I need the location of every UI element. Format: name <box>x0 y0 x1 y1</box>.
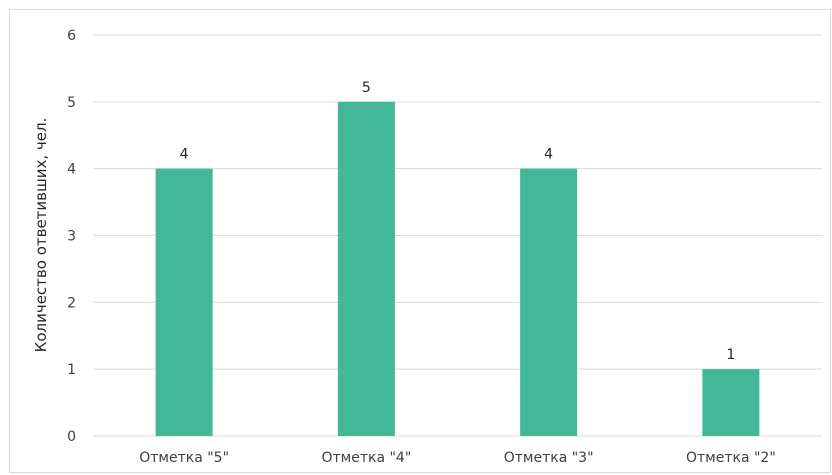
data-label: 4 <box>180 147 189 163</box>
data-label: 5 <box>362 80 371 96</box>
bars <box>155 101 760 436</box>
gridlines <box>93 34 822 437</box>
y-tick-label: 1 <box>67 362 76 378</box>
y-axis-ticks: 0 1 2 3 4 5 6 <box>67 28 76 445</box>
x-tick-label: Отметка "3" <box>504 450 594 466</box>
y-tick-label: 0 <box>67 429 76 445</box>
bar <box>520 168 578 436</box>
x-tick-label: Отметка "4" <box>321 450 411 466</box>
data-label: 1 <box>726 347 735 363</box>
bar <box>155 168 213 436</box>
data-labels: 4 5 4 1 <box>180 80 736 363</box>
x-tick-label: Отметка "5" <box>139 450 229 466</box>
data-label: 4 <box>544 147 553 163</box>
chart-frame <box>9 9 831 473</box>
y-tick-label: 2 <box>67 295 76 311</box>
bar <box>337 101 395 436</box>
x-axis-ticks: Отметка "5" Отметка "4" Отметка "3" Отметка… <box>139 450 776 466</box>
y-tick-label: 5 <box>67 95 76 111</box>
y-tick-label: 3 <box>67 229 76 245</box>
y-axis-title: Количество ответивших, чел. <box>32 118 50 353</box>
bar <box>702 369 760 436</box>
y-tick-label: 4 <box>67 162 76 178</box>
y-tick-label: 6 <box>67 28 76 44</box>
x-tick-label: Отметка "2" <box>686 450 776 466</box>
